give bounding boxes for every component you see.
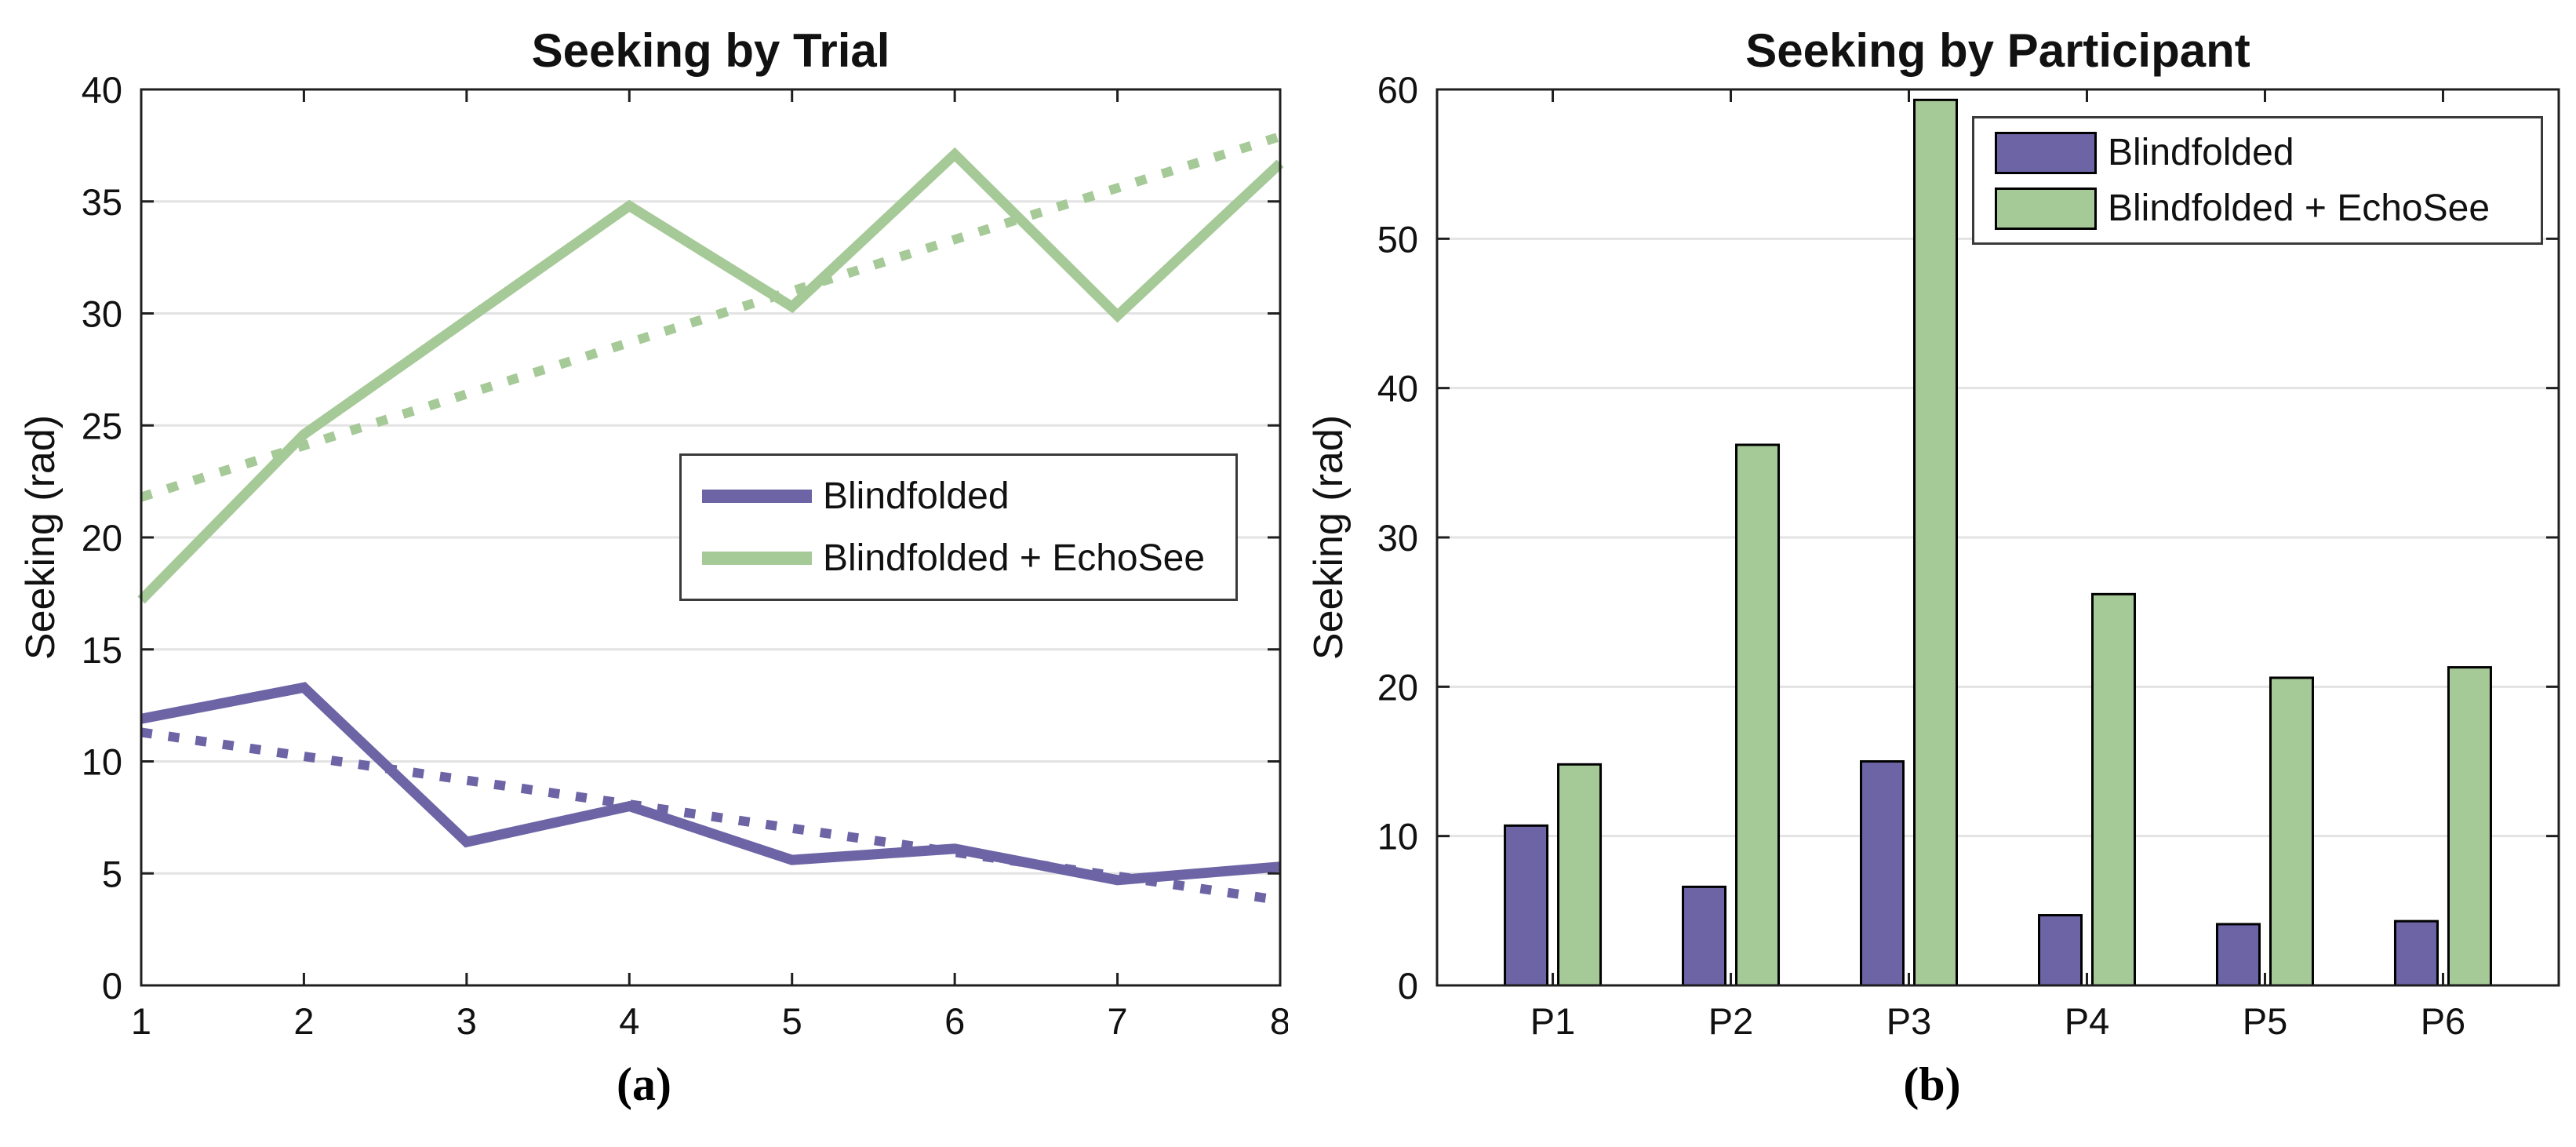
panel-b: Seeking by Participant Seeking (rad) P1 P… [1288, 0, 2576, 1147]
legend-row-echosee: Blindfolded + EchoSee [682, 537, 1235, 580]
y-tick-label: 20 [1377, 666, 1418, 708]
y-tick-label: 10 [82, 741, 122, 783]
echosee-bar-swatch [1995, 187, 2097, 230]
x-tick-label: 4 [619, 1000, 639, 1042]
bar-P4-green [2090, 592, 2136, 987]
x-tick-label: 7 [1108, 1000, 1128, 1042]
y-tick-label: 60 [1377, 69, 1418, 111]
blindfolded-line-swatch [702, 490, 812, 503]
line-chart-seeking-by-trial: 1 2 3 4 5 6 7 8 0 5 10 15 20 25 30 35 40 [82, 69, 1288, 1042]
x-tick-label: 8 [1270, 1000, 1288, 1042]
y-tick-label: 30 [1377, 517, 1418, 559]
x-tick-label: 5 [782, 1000, 802, 1042]
x-tick-label: 3 [457, 1000, 477, 1042]
bar-P6-green [2447, 666, 2492, 987]
x-tick-label: P5 [2243, 1000, 2288, 1042]
bar-chart-seeking-by-participant: P1 P2 P3 P4 P5 P6 0 10 20 30 40 50 60 [1377, 69, 2560, 1042]
x-tick-label: P1 [1530, 1000, 1576, 1042]
y-tick-label: 0 [102, 965, 122, 1007]
legend-label: Blindfolded + EchoSee [823, 537, 1206, 579]
caption-a: (a) [617, 1058, 671, 1110]
x-tick-label: P6 [2421, 1000, 2466, 1042]
legend-row-blindfolded: Blindfolded [1974, 131, 2541, 174]
x-tick-label: P3 [1887, 1000, 1932, 1042]
y-tick-label: 35 [82, 181, 122, 223]
y-tick-label: 15 [82, 629, 122, 671]
caption-b: (b) [1903, 1058, 1961, 1110]
bar-P3-green [1913, 98, 1959, 987]
y-tick-label: 20 [82, 517, 122, 559]
y-tick-label: 0 [1398, 965, 1418, 1007]
y-tick-label: 40 [82, 69, 122, 111]
legend-label: Blindfolded [823, 475, 1010, 517]
bar-P2-green [1735, 443, 1781, 987]
series-solid-purple [140, 682, 1281, 886]
y-tick-label: 50 [1377, 218, 1418, 260]
chart-b-title: Seeking by Participant [1745, 24, 2250, 77]
chart-b-legend: Blindfolded Blindfolded + EchoSee [1972, 116, 2543, 245]
bar-P3-purple [1860, 760, 1905, 987]
bar-P6-purple [2393, 919, 2439, 987]
x-tick-label: 1 [131, 1000, 151, 1042]
x-tick-label: P4 [2065, 1000, 2110, 1042]
y-tick-label: 30 [82, 293, 122, 335]
legend-label: Blindfolded + EchoSee [2108, 188, 2490, 229]
y-tick-label: 40 [1377, 368, 1418, 410]
legend-row-blindfolded: Blindfolded [682, 475, 1235, 518]
legend-row-echosee: Blindfolded + EchoSee [1974, 187, 2541, 230]
bar-P5-purple [2215, 923, 2261, 987]
bar-P5-green [2269, 676, 2314, 987]
bar-P2-purple [1682, 885, 1727, 987]
y-tick-label: 25 [82, 405, 122, 446]
y-tick-label: 5 [102, 853, 122, 894]
series-dotted-green [140, 132, 1282, 502]
x-tick-label: P2 [1708, 1000, 1754, 1042]
legend-label: Blindfolded [2108, 132, 2294, 173]
series-solid-green [137, 147, 1284, 604]
bar-P1-green [1557, 763, 1603, 987]
blindfolded-bar-swatch [1995, 131, 2097, 174]
x-tick-label: 6 [944, 1000, 965, 1042]
chart-a-legend: Blindfolded Blindfolded + EchoSee [679, 453, 1238, 601]
bar-P1-purple [1504, 824, 1549, 987]
bar-P4-purple [2037, 914, 2083, 987]
chart-a-title: Seeking by Trial [531, 24, 890, 77]
echosee-line-swatch [702, 552, 812, 565]
y-tick-label: 10 [1377, 816, 1418, 858]
x-tick-label: 2 [293, 1000, 314, 1042]
